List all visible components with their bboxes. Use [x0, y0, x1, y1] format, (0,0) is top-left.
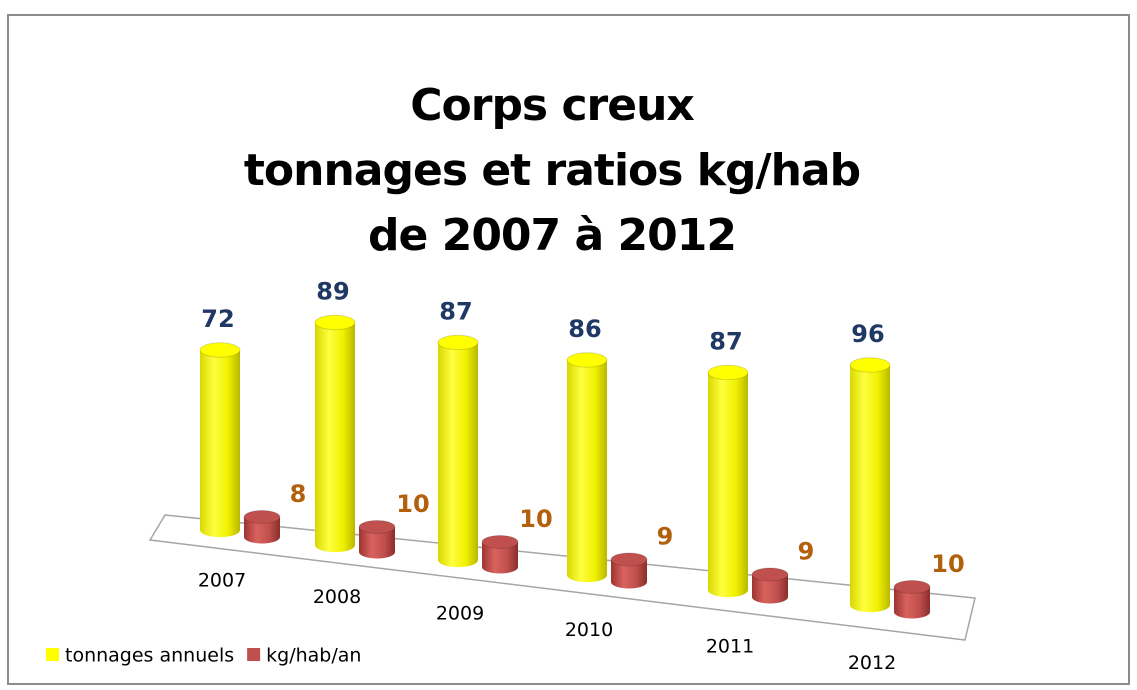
bar [243, 510, 281, 544]
value-label: 89 [316, 278, 349, 306]
x-tick-label: 2010 [565, 619, 613, 641]
chart-title: de 2007 à 2012 [368, 210, 736, 261]
legend-swatch [247, 648, 261, 661]
value-label: 86 [568, 315, 601, 343]
bar-top [566, 352, 608, 368]
x-tick-label: 2011 [706, 636, 754, 658]
bar [751, 567, 789, 604]
value-label: 10 [396, 490, 429, 518]
bar-top [437, 334, 479, 351]
value-label: 10 [931, 550, 964, 578]
bar [481, 535, 519, 574]
chart-title: Corps creux [410, 80, 694, 131]
x-tick-label: 2009 [436, 603, 484, 625]
bar [358, 520, 396, 559]
legend-label: tonnages annuels [65, 645, 234, 667]
bar-top [481, 535, 519, 549]
bar-body [567, 360, 607, 575]
bar [437, 334, 479, 568]
value-label: 96 [851, 320, 884, 348]
bar [610, 552, 648, 589]
bar-top [243, 510, 281, 524]
x-tick-label: 2008 [313, 586, 361, 608]
bar-body [850, 365, 890, 605]
value-label: 9 [657, 523, 674, 551]
bar [314, 314, 356, 553]
value-label: 87 [439, 298, 472, 326]
x-tick-label: 2007 [198, 570, 246, 592]
bar-body [438, 342, 478, 560]
value-label: 72 [201, 305, 234, 333]
value-label: 87 [709, 328, 742, 356]
bar-body [708, 372, 748, 590]
bar [707, 364, 749, 598]
bar-body [200, 350, 240, 530]
bar-top [893, 580, 931, 594]
legend-label: kg/hab/an [266, 645, 361, 667]
bar [566, 352, 608, 583]
bar-body [315, 322, 355, 545]
bar-body [611, 559, 647, 582]
bar [199, 342, 241, 538]
bar-top [358, 520, 396, 534]
bar-body [752, 574, 788, 597]
bar-top [199, 342, 241, 358]
floor [148, 514, 976, 641]
bar-top [314, 314, 356, 331]
bar-top [610, 552, 648, 567]
bar [849, 357, 891, 613]
bar-top [707, 364, 749, 381]
legend-swatch [46, 648, 59, 661]
chart-title: tonnages et ratios kg/hab [244, 145, 860, 196]
value-label: 8 [290, 480, 307, 508]
value-label: 9 [798, 538, 815, 566]
bar-top [751, 567, 789, 582]
x-tick-label: 2012 [848, 652, 896, 674]
bar [893, 580, 931, 619]
bar-top [849, 357, 891, 373]
value-label: 10 [519, 505, 552, 533]
